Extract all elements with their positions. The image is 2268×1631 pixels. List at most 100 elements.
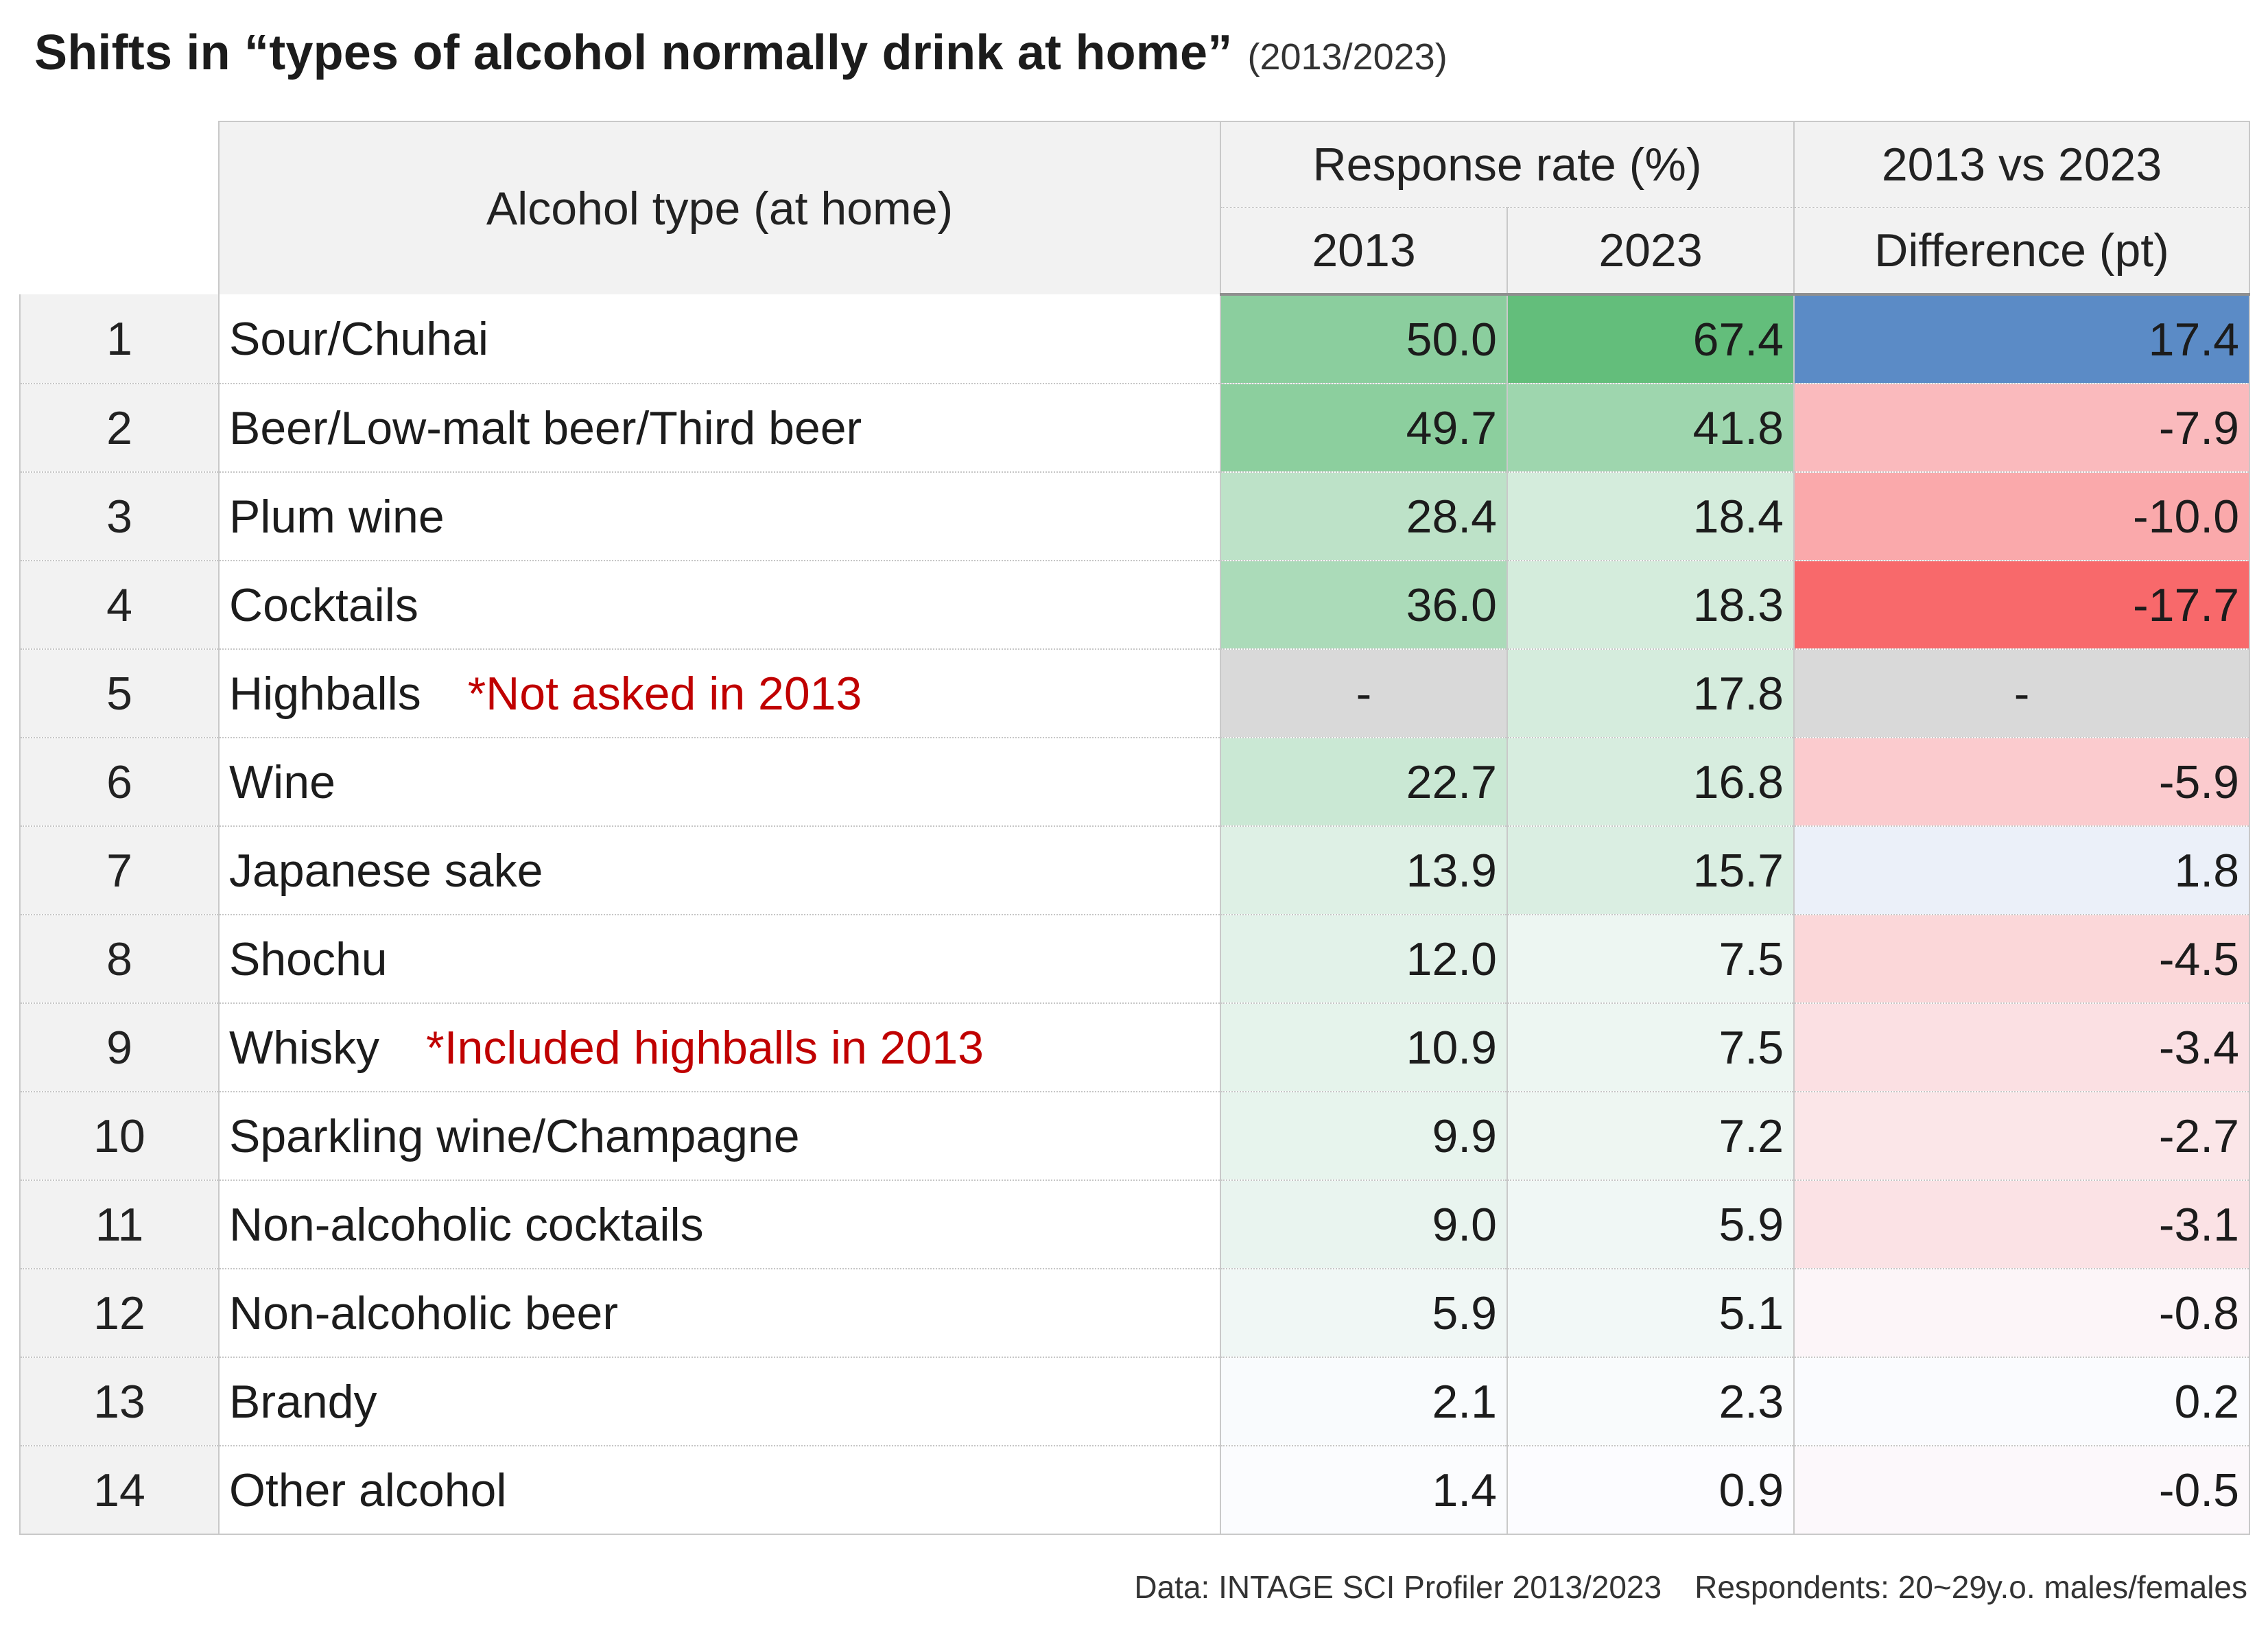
- chart-title: Shifts in “types of alcohol normally dri…: [34, 25, 1448, 86]
- rank-cell: 10: [19, 1092, 219, 1181]
- rate-2023-cell: 41.8: [1506, 384, 1795, 473]
- chart-title-sub: (2013/2023): [1247, 36, 1448, 78]
- difference-cell: -0.5: [1793, 1446, 2251, 1535]
- rank-cell: 2: [19, 384, 219, 473]
- table-row: 11 Non-alcoholic cocktails 9.0 5.9 -3.1: [19, 1180, 2251, 1269]
- table-row: 2 Beer/Low-malt beer/Third beer 49.7 41.8 -7…: [19, 384, 2251, 473]
- rate-2023-cell: 5.9: [1506, 1180, 1795, 1269]
- alcohol-type-cell: Whisky *Included highballs in 2013: [218, 1003, 1220, 1092]
- difference-cell: 17.4: [1793, 294, 2251, 384]
- rate-2013-cell: 13.9: [1220, 826, 1507, 915]
- alcohol-type-label: Highballs: [229, 667, 421, 720]
- alcohol-type-cell: Sour/Chuhai: [218, 294, 1220, 384]
- rate-2023-cell: 7.2: [1506, 1092, 1795, 1181]
- rate-2023-cell: 5.1: [1506, 1269, 1795, 1358]
- rate-2013-cell: 9.9: [1220, 1092, 1507, 1181]
- alcohol-type-cell: Cocktails: [218, 561, 1220, 650]
- rate-2013-cell: 12.0: [1220, 915, 1507, 1004]
- rank-cell: 9: [19, 1003, 219, 1092]
- alcohol-type-label: Sparkling wine/Champagne: [229, 1110, 800, 1162]
- alcohol-type-label: Other alcohol: [229, 1464, 507, 1516]
- alcohol-type-label: Wine: [229, 755, 335, 808]
- row-note: *Not asked in 2013: [467, 667, 862, 720]
- rank-cell: 1: [19, 294, 219, 384]
- rank-cell: 5: [19, 649, 219, 738]
- table-row: 6 Wine 22.7 16.8 -5.9: [19, 738, 2251, 827]
- table-row: 7 Japanese sake 13.9 15.7 1.8: [19, 826, 2251, 915]
- difference-cell: -3.4: [1793, 1003, 2251, 1092]
- alcohol-type-label: Brandy: [229, 1375, 377, 1428]
- difference-cell: -10.0: [1793, 472, 2251, 561]
- rank-cell: 7: [19, 826, 219, 915]
- difference-cell: -17.7: [1793, 561, 2251, 650]
- row-note: *Included highballs in 2013: [426, 1021, 984, 1074]
- header-alcohol-type: Alcohol type (at home): [218, 121, 1220, 294]
- alcohol-type-label: Japanese sake: [229, 844, 543, 897]
- rank-cell: 13: [19, 1357, 219, 1446]
- table-row: 3 Plum wine 28.4 18.4 -10.0: [19, 472, 2251, 561]
- alcohol-type-cell: Other alcohol: [218, 1446, 1220, 1535]
- alcohol-type-label: Sour/Chuhai: [229, 312, 489, 365]
- rate-2013-cell: 9.0: [1220, 1180, 1507, 1269]
- rate-2023-cell: 0.9: [1506, 1446, 1795, 1535]
- header-difference: Difference (pt): [1793, 207, 2251, 296]
- rank-cell: 6: [19, 738, 219, 827]
- header-comparison: 2013 vs 2023: [1793, 121, 2251, 208]
- rate-2023-cell: 7.5: [1506, 915, 1795, 1004]
- rate-2013-cell: 50.0: [1220, 294, 1507, 384]
- footer-source: Data: INTAGE SCI Profiler 2013/2023: [1134, 1569, 1662, 1605]
- alcohol-type-label: Cocktails: [229, 578, 418, 631]
- alcohol-type-label: Whisky: [229, 1021, 380, 1074]
- rank-cell: 14: [19, 1446, 219, 1535]
- rate-2023-cell: 2.3: [1506, 1357, 1795, 1446]
- alcohol-type-cell: Brandy: [218, 1357, 1220, 1446]
- rate-2013-cell: 49.7: [1220, 384, 1507, 473]
- alcohol-type-cell: Highballs *Not asked in 2013: [218, 649, 1220, 738]
- rate-2023-cell: 17.8: [1506, 649, 1795, 738]
- rate-2013-cell: 36.0: [1220, 561, 1507, 650]
- rate-2013-cell: 2.1: [1220, 1357, 1507, 1446]
- alcohol-type-label: Beer/Low-malt beer/Third beer: [229, 401, 862, 454]
- rate-2023-cell: 7.5: [1506, 1003, 1795, 1092]
- difference-cell: -: [1793, 649, 2251, 738]
- alcohol-type-label: Plum wine: [229, 490, 445, 543]
- alcohol-type-cell: Plum wine: [218, 472, 1220, 561]
- alcohol-type-cell: Sparkling wine/Champagne: [218, 1092, 1220, 1181]
- rank-cell: 12: [19, 1269, 219, 1358]
- difference-cell: 1.8: [1793, 826, 2251, 915]
- header-corner: [20, 121, 219, 294]
- table-row: 14 Other alcohol 1.4 0.9 -0.5: [19, 1446, 2251, 1535]
- rate-2013-cell: 5.9: [1220, 1269, 1507, 1358]
- table-row: 13 Brandy 2.1 2.3 0.2: [19, 1357, 2251, 1446]
- rate-2023-cell: 67.4: [1506, 294, 1795, 384]
- rank-cell: 8: [19, 915, 219, 1004]
- table-body: 1 Sour/Chuhai 50.0 67.4 17.4 2 Beer/Low-malt b…: [19, 294, 2251, 1535]
- table-row: 1 Sour/Chuhai 50.0 67.4 17.4: [19, 294, 2251, 384]
- table-row: 12 Non-alcoholic beer 5.9 5.1 -0.8: [19, 1269, 2251, 1358]
- table-row: 5 Highballs *Not asked in 2013 -17.8-: [19, 649, 2251, 738]
- rate-2013-cell: 22.7: [1220, 738, 1507, 827]
- chart-title-main: Shifts in “types of alcohol normally dri…: [34, 25, 1233, 80]
- alcohol-type-label: Shochu: [229, 932, 388, 985]
- header-response-rate: Response rate (%): [1219, 121, 1795, 208]
- difference-cell: -3.1: [1793, 1180, 2251, 1269]
- alcohol-type-cell: Non-alcoholic cocktails: [218, 1180, 1220, 1269]
- difference-cell: 0.2: [1793, 1357, 2251, 1446]
- rate-2013-cell: 1.4: [1220, 1446, 1507, 1535]
- rate-2013-cell: -: [1220, 649, 1507, 738]
- alcohol-type-cell: Japanese sake: [218, 826, 1220, 915]
- footer-respondents: Respondents: 20~29y.o. males/females: [1694, 1569, 2247, 1605]
- alcohol-type-cell: Beer/Low-malt beer/Third beer: [218, 384, 1220, 473]
- header-year-2023: 2023: [1506, 207, 1795, 296]
- table-row: 8 Shochu 12.0 7.5 -4.5: [19, 915, 2251, 1004]
- difference-cell: -0.8: [1793, 1269, 2251, 1358]
- alcohol-type-cell: Wine: [218, 738, 1220, 827]
- rank-cell: 3: [19, 472, 219, 561]
- alcohol-type-cell: Non-alcoholic beer: [218, 1269, 1220, 1358]
- rate-2023-cell: 15.7: [1506, 826, 1795, 915]
- difference-cell: -4.5: [1793, 915, 2251, 1004]
- alcohol-type-label: Non-alcoholic beer: [229, 1287, 618, 1339]
- rate-2023-cell: 18.3: [1506, 561, 1795, 650]
- rank-cell: 11: [19, 1180, 219, 1269]
- alcohol-type-cell: Shochu: [218, 915, 1220, 1004]
